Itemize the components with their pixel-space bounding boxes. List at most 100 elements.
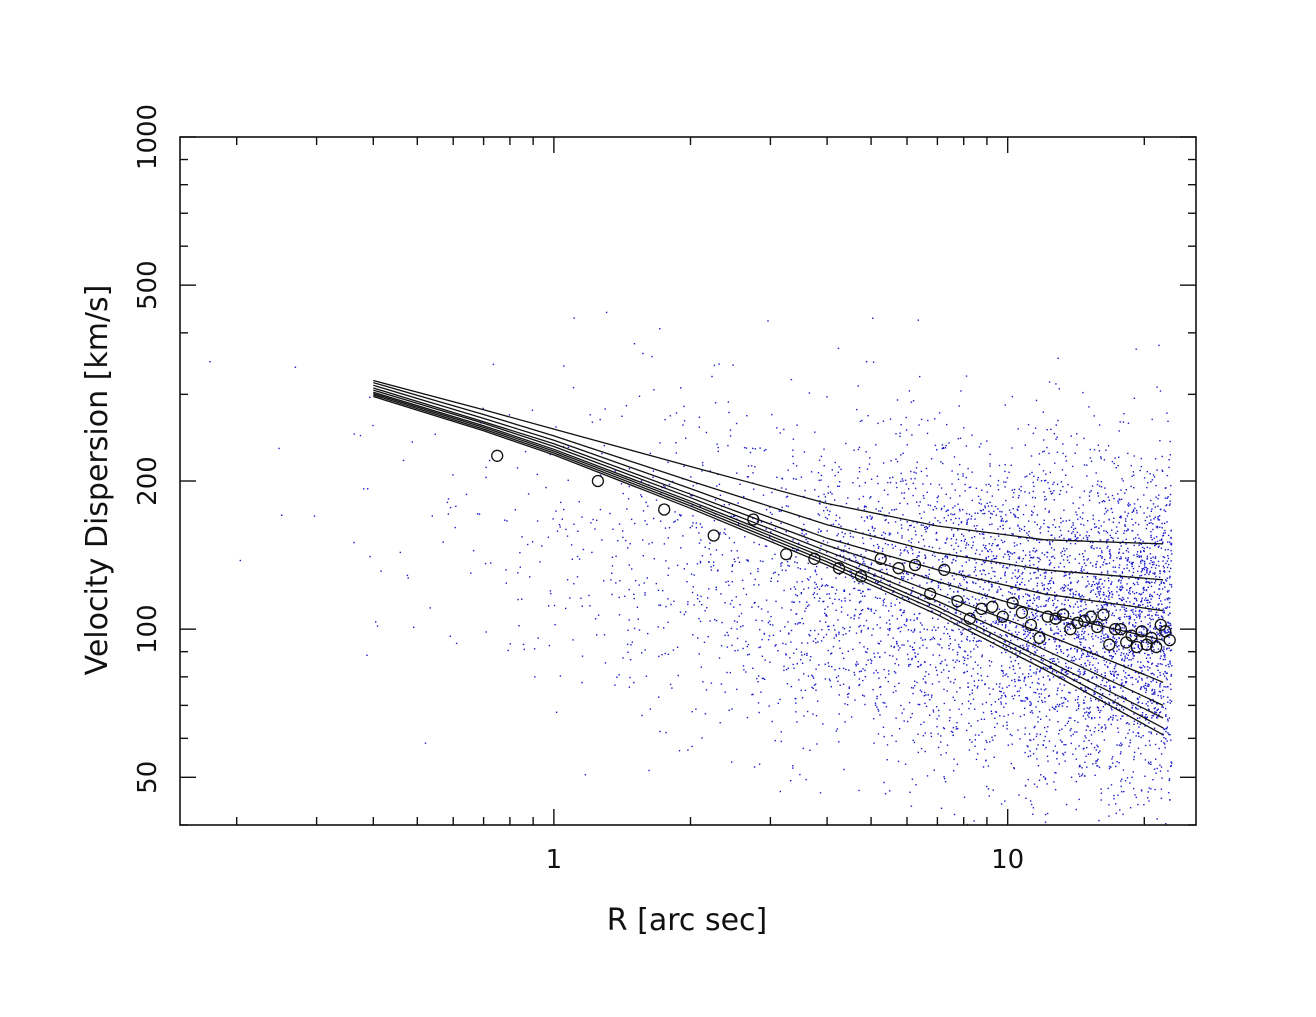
- scatter-point: [1161, 527, 1163, 529]
- scatter-point: [1127, 557, 1129, 559]
- scatter-point: [882, 599, 884, 602]
- scatter-point: [1159, 635, 1161, 637]
- scatter-point: [658, 655, 660, 658]
- scatter-point: [1119, 542, 1121, 544]
- scatter-point: [1000, 701, 1002, 703]
- scatter-point: [1155, 564, 1158, 566]
- scatter-point: [984, 619, 987, 622]
- scatter-point: [937, 643, 939, 645]
- scatter-point: [1039, 635, 1042, 637]
- scatter-point: [1144, 775, 1146, 777]
- scatter-point: [1105, 622, 1108, 624]
- scatter-point: [1046, 592, 1048, 594]
- scatter-point: [990, 577, 992, 580]
- scatter-point: [1090, 743, 1093, 745]
- scatter-point: [1045, 642, 1047, 644]
- scatter-point: [576, 555, 579, 558]
- scatter-point: [623, 595, 626, 597]
- scatter-point: [1023, 529, 1026, 532]
- scatter-point: [1166, 727, 1168, 730]
- scatter-point: [1061, 550, 1064, 552]
- scatter-point: [842, 667, 845, 670]
- scatter-point: [1143, 633, 1145, 635]
- scatter-point: [1024, 568, 1026, 570]
- scatter-point: [882, 726, 885, 728]
- scatter-point: [1066, 631, 1068, 633]
- scatter-point: [916, 560, 918, 563]
- scatter-point: [912, 494, 914, 497]
- scatter-point: [1158, 603, 1160, 605]
- scatter-point: [988, 543, 990, 545]
- scatter-point: [1045, 599, 1047, 602]
- scatter-point: [913, 613, 916, 615]
- scatter-point: [1004, 571, 1006, 573]
- scatter-point: [909, 619, 912, 621]
- scatter-point: [1107, 634, 1109, 637]
- scatter-point: [934, 505, 936, 508]
- scatter-point: [953, 758, 955, 760]
- scatter-point: [1008, 555, 1011, 558]
- scatter-point: [1022, 700, 1024, 702]
- scatter-point: [836, 534, 838, 537]
- scatter-point: [1125, 543, 1127, 545]
- scatter-point: [1065, 520, 1067, 522]
- scatter-point: [631, 641, 633, 643]
- scatter-point: [1058, 661, 1060, 663]
- scatter-point: [905, 546, 907, 548]
- scatter-point: [1061, 702, 1063, 705]
- scatter-point: [953, 682, 955, 684]
- scatter-point: [1112, 656, 1114, 658]
- scatter-point: [1123, 653, 1125, 655]
- scatter-point: [611, 572, 613, 574]
- scatter-point: [698, 600, 701, 603]
- scatter-point: [899, 502, 901, 504]
- scatter-point: [1004, 574, 1006, 577]
- scatter-point: [628, 485, 630, 488]
- scatter-point: [744, 536, 746, 538]
- scatter-point: [988, 572, 990, 575]
- scatter-point: [582, 548, 585, 551]
- scatter-point: [1036, 585, 1038, 587]
- scatter-point: [647, 505, 649, 507]
- scatter-point: [1075, 808, 1077, 811]
- scatter-point: [842, 626, 844, 629]
- scatter-point: [883, 515, 886, 517]
- scatter-point: [899, 630, 902, 633]
- scatter-point: [1164, 599, 1166, 601]
- scatter-point: [1014, 569, 1016, 571]
- scatter-point: [1096, 604, 1098, 607]
- scatter-point: [1053, 602, 1055, 605]
- scatter-point: [1008, 565, 1011, 567]
- scatter-point: [424, 742, 427, 744]
- scatter-point: [1149, 624, 1152, 627]
- scatter-point: [890, 460, 892, 462]
- scatter-point: [705, 431, 708, 434]
- scatter-point: [692, 522, 694, 524]
- scatter-point: [910, 401, 913, 403]
- scatter-point: [1149, 630, 1151, 632]
- scatter-point: [1012, 665, 1015, 667]
- scatter-point: [723, 504, 725, 506]
- scatter-point: [1104, 651, 1106, 653]
- scatter-point: [995, 683, 998, 685]
- scatter-point: [976, 621, 978, 624]
- scatter-point: [955, 560, 957, 562]
- scatter-point: [1135, 592, 1138, 594]
- scatter-point: [955, 728, 958, 730]
- scatter-point: [848, 669, 850, 671]
- scatter-point: [1002, 504, 1004, 506]
- scatter-point: [452, 474, 454, 476]
- scatter-point: [736, 472, 738, 474]
- scatter-point: [920, 517, 923, 519]
- scatter-point: [1063, 630, 1066, 632]
- scatter-point: [919, 375, 921, 378]
- scatter-point: [713, 561, 715, 563]
- scatter-point: [703, 641, 706, 643]
- scatter-point: [858, 485, 861, 487]
- scatter-point: [1055, 648, 1057, 650]
- scatter-point: [1146, 555, 1149, 558]
- scatter-point: [916, 617, 918, 619]
- scatter-point: [880, 575, 883, 577]
- scatter-point: [893, 670, 896, 673]
- scatter-point: [629, 543, 631, 545]
